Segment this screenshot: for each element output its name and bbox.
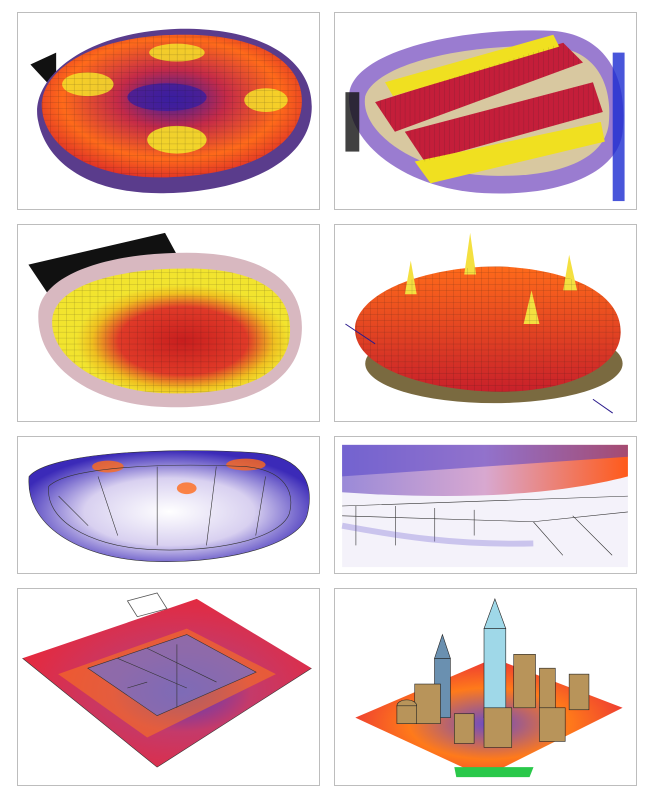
tile-city-block-towers[interactable] [334, 588, 637, 786]
stadium-bowl-yellow-red-image [28, 232, 302, 408]
stadium-wireframe-exterior-image [28, 450, 310, 562]
tile-stadium-seating-sections[interactable] [334, 12, 637, 210]
stadium-peaks-surface-image [345, 232, 623, 414]
tile-stadium-peaks-surface[interactable] [334, 224, 637, 422]
stadium-interior-perspective-image [341, 444, 628, 568]
tile-stadium-interior-perspective[interactable] [334, 436, 637, 574]
tile-stadium-wireframe-exterior[interactable] [17, 436, 320, 574]
city-block-towers-image [355, 598, 623, 778]
tile-building-floorplan-field[interactable] [17, 588, 320, 786]
tile-stadium-bowl-yellow-red[interactable] [17, 224, 320, 422]
stadium-bowl-heatmap-image [30, 28, 312, 194]
tile-stadium-bowl-top-view[interactable] [17, 12, 320, 210]
stadium-seating-sections-image [345, 30, 625, 202]
building-floorplan-field-image [22, 592, 312, 768]
